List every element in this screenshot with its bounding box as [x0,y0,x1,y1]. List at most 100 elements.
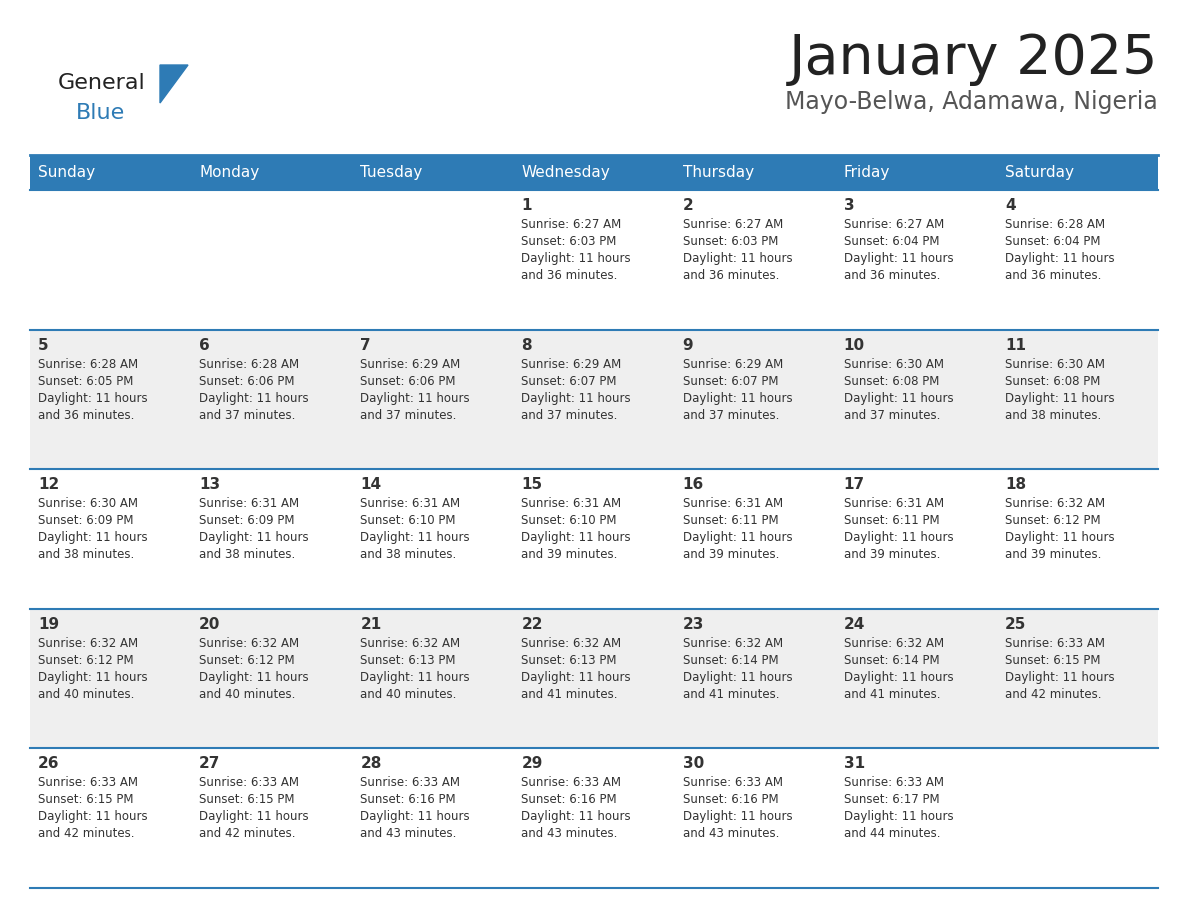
Text: Daylight: 11 hours: Daylight: 11 hours [843,252,953,265]
Text: and 37 minutes.: and 37 minutes. [200,409,296,421]
Text: Sunset: 6:03 PM: Sunset: 6:03 PM [683,235,778,248]
Text: Sunset: 6:09 PM: Sunset: 6:09 PM [38,514,133,527]
Text: Daylight: 11 hours: Daylight: 11 hours [843,811,953,823]
Bar [30,469,1158,609]
Text: Daylight: 11 hours: Daylight: 11 hours [360,671,470,684]
Text: Sunset: 6:13 PM: Sunset: 6:13 PM [522,654,617,666]
Text: and 37 minutes.: and 37 minutes. [843,409,940,421]
Text: Daylight: 11 hours: Daylight: 11 hours [200,532,309,544]
Text: Sunrise: 6:27 AM: Sunrise: 6:27 AM [843,218,944,231]
Text: Sunrise: 6:33 AM: Sunrise: 6:33 AM [1005,637,1105,650]
Text: Sunrise: 6:33 AM: Sunrise: 6:33 AM [683,777,783,789]
Text: 28: 28 [360,756,381,771]
Bar [30,155,1158,190]
Text: Sunset: 6:11 PM: Sunset: 6:11 PM [843,514,940,527]
Text: Sunrise: 6:30 AM: Sunrise: 6:30 AM [843,358,943,371]
Text: Sunday: Sunday [38,165,95,180]
Text: Sunset: 6:07 PM: Sunset: 6:07 PM [683,375,778,387]
Text: Sunrise: 6:30 AM: Sunrise: 6:30 AM [1005,358,1105,371]
Text: 7: 7 [360,338,371,353]
Text: Sunset: 6:04 PM: Sunset: 6:04 PM [1005,235,1100,248]
Text: Wednesday: Wednesday [522,165,611,180]
Text: Daylight: 11 hours: Daylight: 11 hours [522,532,631,544]
Text: 21: 21 [360,617,381,632]
Text: 15: 15 [522,477,543,492]
Text: 31: 31 [843,756,865,771]
Text: Daylight: 11 hours: Daylight: 11 hours [360,811,470,823]
Text: Sunset: 6:10 PM: Sunset: 6:10 PM [360,514,456,527]
Text: 13: 13 [200,477,220,492]
Text: 12: 12 [38,477,59,492]
Text: 23: 23 [683,617,704,632]
Text: Sunset: 6:05 PM: Sunset: 6:05 PM [38,375,133,387]
Text: Sunset: 6:15 PM: Sunset: 6:15 PM [38,793,133,806]
Text: Daylight: 11 hours: Daylight: 11 hours [522,392,631,405]
Text: Sunset: 6:09 PM: Sunset: 6:09 PM [200,514,295,527]
Text: 26: 26 [38,756,59,771]
Text: and 40 minutes.: and 40 minutes. [360,688,456,700]
Text: and 38 minutes.: and 38 minutes. [360,548,456,561]
Text: Sunrise: 6:33 AM: Sunrise: 6:33 AM [522,777,621,789]
Text: 24: 24 [843,617,865,632]
Text: 18: 18 [1005,477,1026,492]
Text: 11: 11 [1005,338,1026,353]
Text: Daylight: 11 hours: Daylight: 11 hours [200,811,309,823]
Text: Daylight: 11 hours: Daylight: 11 hours [200,392,309,405]
Text: and 42 minutes.: and 42 minutes. [38,827,134,840]
Text: Sunrise: 6:31 AM: Sunrise: 6:31 AM [200,498,299,510]
Text: Daylight: 11 hours: Daylight: 11 hours [200,671,309,684]
Text: Daylight: 11 hours: Daylight: 11 hours [683,532,792,544]
Text: Sunrise: 6:32 AM: Sunrise: 6:32 AM [1005,498,1105,510]
Text: and 42 minutes.: and 42 minutes. [200,827,296,840]
Text: Sunset: 6:04 PM: Sunset: 6:04 PM [843,235,940,248]
Text: Sunset: 6:08 PM: Sunset: 6:08 PM [1005,375,1100,387]
Text: 3: 3 [843,198,854,213]
Text: Sunset: 6:08 PM: Sunset: 6:08 PM [843,375,939,387]
Text: Sunrise: 6:32 AM: Sunrise: 6:32 AM [522,637,621,650]
Text: Sunset: 6:12 PM: Sunset: 6:12 PM [38,654,133,666]
Text: Sunrise: 6:29 AM: Sunrise: 6:29 AM [522,358,621,371]
Text: 16: 16 [683,477,703,492]
Text: Daylight: 11 hours: Daylight: 11 hours [38,671,147,684]
Text: and 36 minutes.: and 36 minutes. [843,269,940,282]
Text: Sunset: 6:16 PM: Sunset: 6:16 PM [522,793,617,806]
Text: 30: 30 [683,756,703,771]
Text: Sunrise: 6:33 AM: Sunrise: 6:33 AM [38,777,138,789]
Text: and 41 minutes.: and 41 minutes. [522,688,618,700]
Text: Sunset: 6:15 PM: Sunset: 6:15 PM [1005,654,1100,666]
Text: Sunrise: 6:31 AM: Sunrise: 6:31 AM [360,498,461,510]
Text: Sunset: 6:06 PM: Sunset: 6:06 PM [200,375,295,387]
Text: Saturday: Saturday [1005,165,1074,180]
Bar [30,330,1158,469]
Text: Daylight: 11 hours: Daylight: 11 hours [1005,671,1114,684]
Bar [30,609,1158,748]
Text: Sunrise: 6:31 AM: Sunrise: 6:31 AM [683,498,783,510]
Text: Sunset: 6:07 PM: Sunset: 6:07 PM [522,375,617,387]
Text: Tuesday: Tuesday [360,165,423,180]
Text: 19: 19 [38,617,59,632]
Bar [30,190,1158,330]
Text: Sunset: 6:06 PM: Sunset: 6:06 PM [360,375,456,387]
Text: Daylight: 11 hours: Daylight: 11 hours [683,671,792,684]
Text: and 42 minutes.: and 42 minutes. [1005,688,1101,700]
Bar [30,748,1158,888]
Text: and 43 minutes.: and 43 minutes. [522,827,618,840]
Text: and 36 minutes.: and 36 minutes. [38,409,134,421]
Text: Sunrise: 6:28 AM: Sunrise: 6:28 AM [200,358,299,371]
Text: Daylight: 11 hours: Daylight: 11 hours [843,532,953,544]
Text: January 2025: January 2025 [789,32,1158,86]
Text: and 37 minutes.: and 37 minutes. [522,409,618,421]
Text: Sunrise: 6:27 AM: Sunrise: 6:27 AM [522,218,621,231]
Text: 22: 22 [522,617,543,632]
Text: Sunrise: 6:33 AM: Sunrise: 6:33 AM [360,777,460,789]
Text: Sunrise: 6:31 AM: Sunrise: 6:31 AM [843,498,943,510]
Polygon shape [160,65,188,103]
Text: Sunrise: 6:28 AM: Sunrise: 6:28 AM [38,358,138,371]
Text: Daylight: 11 hours: Daylight: 11 hours [1005,532,1114,544]
Text: Sunrise: 6:32 AM: Sunrise: 6:32 AM [683,637,783,650]
Text: Sunrise: 6:32 AM: Sunrise: 6:32 AM [200,637,299,650]
Text: Friday: Friday [843,165,890,180]
Text: Sunset: 6:11 PM: Sunset: 6:11 PM [683,514,778,527]
Text: Daylight: 11 hours: Daylight: 11 hours [683,811,792,823]
Text: 9: 9 [683,338,693,353]
